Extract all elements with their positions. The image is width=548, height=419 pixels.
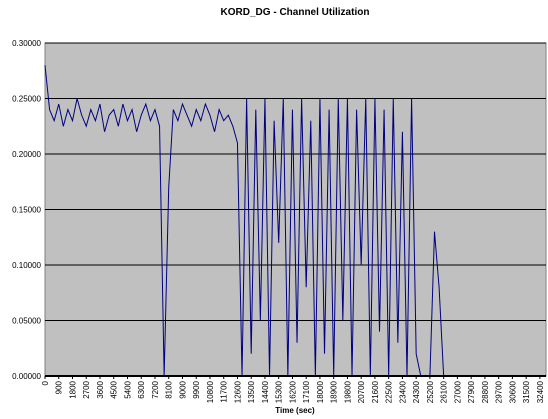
x-tick-label: 28800 xyxy=(481,380,490,403)
x-tick-label: 10800 xyxy=(206,380,215,403)
x-axis-label: Time (sec) xyxy=(275,406,315,415)
x-tick-label: 32400 xyxy=(536,380,545,403)
x-tick-label: 9000 xyxy=(178,380,187,398)
x-tick-label: 23400 xyxy=(398,380,407,403)
x-tick-label: 29700 xyxy=(495,380,504,403)
x-tick-label: 31500 xyxy=(522,380,531,403)
y-tick-label: 0.10000 xyxy=(12,261,41,270)
x-tick-label: 900 xyxy=(55,380,64,394)
x-tick-label: 18000 xyxy=(316,380,325,403)
x-tick-label: 2700 xyxy=(82,380,91,398)
x-tick-label: 12600 xyxy=(233,380,242,403)
x-tick-label: 20700 xyxy=(357,380,366,403)
x-tick-label: 6300 xyxy=(137,380,146,398)
x-tick-label: 7200 xyxy=(151,380,160,398)
y-tick-label: 0.15000 xyxy=(12,206,41,215)
x-tick-label: 5400 xyxy=(123,380,132,398)
x-tick-label: 15300 xyxy=(275,380,284,403)
x-tick-label: 27900 xyxy=(467,380,476,403)
x-tick-label: 4500 xyxy=(110,380,119,398)
x-tick-label: 26100 xyxy=(440,380,449,403)
x-tick-label: 19800 xyxy=(343,380,352,403)
x-tick-label: 0 xyxy=(41,380,50,385)
chart-title: KORD_DG - Channel Utilization xyxy=(221,7,370,18)
x-tick-label: 9900 xyxy=(192,380,201,398)
y-tick-label: 0.30000 xyxy=(12,39,41,48)
y-tick-label: 0.00000 xyxy=(12,372,41,381)
x-tick-label: 11700 xyxy=(220,380,229,402)
x-tick-label: 14400 xyxy=(261,380,270,403)
x-tick-label: 25200 xyxy=(426,380,435,403)
x-tick-label: 8100 xyxy=(165,380,174,398)
x-tick-label: 18900 xyxy=(330,380,339,403)
y-tick-label: 0.20000 xyxy=(12,150,41,159)
x-tick-label: 30600 xyxy=(508,380,517,403)
x-tick-label: 27000 xyxy=(453,380,462,403)
x-tick-label: 24300 xyxy=(412,380,421,403)
y-tick-label: 0.25000 xyxy=(12,95,41,104)
x-tick-label: 22500 xyxy=(385,380,394,403)
x-tick-label: 17100 xyxy=(302,380,311,403)
y-tick-label: 0.05000 xyxy=(12,317,41,326)
x-tick-label: 13500 xyxy=(247,380,256,403)
x-tick-label: 16200 xyxy=(288,380,297,403)
x-tick-label: 1800 xyxy=(68,380,77,398)
x-tick-label: 3600 xyxy=(96,380,105,398)
x-tick-label: 21600 xyxy=(371,380,380,403)
